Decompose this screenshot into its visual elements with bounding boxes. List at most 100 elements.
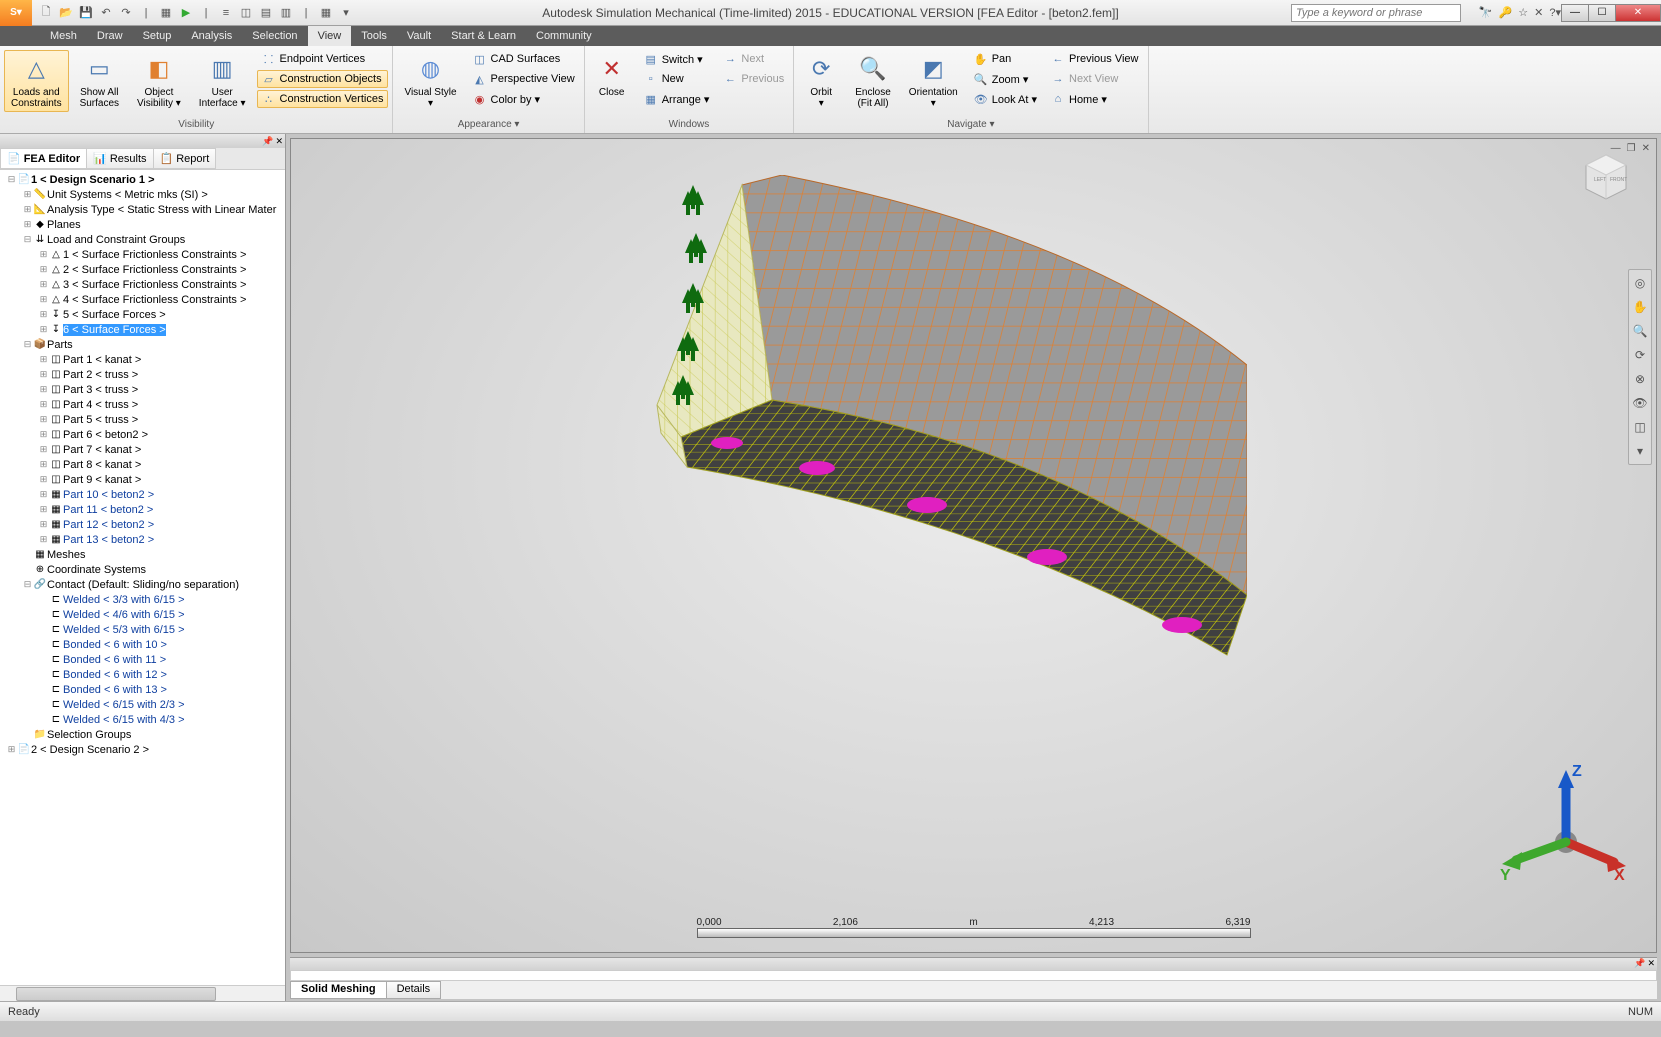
tree-row[interactable]: ⊞△4 < Surface Frictionless Constraints > [2, 292, 283, 307]
tree-row[interactable]: ⊞📄2 < Design Scenario 2 > [2, 742, 283, 757]
nav-zoom-icon[interactable]: 🔍 [1631, 322, 1649, 340]
axis-triad[interactable]: Z X Y [1496, 762, 1626, 892]
qat-redo-icon[interactable]: ↷ [118, 5, 134, 21]
qat-mesh-icon[interactable]: ▦ [158, 5, 174, 21]
nav-look-icon[interactable]: 👁 [1631, 394, 1649, 412]
new-button[interactable]: ▫New [639, 70, 715, 88]
cad-surfaces-button[interactable]: ◫CAD Surfaces [468, 50, 580, 68]
tree-row[interactable]: ⊟⇊Load and Constraint Groups [2, 232, 283, 247]
tree-row[interactable]: ⊏Bonded < 6 with 11 > [2, 652, 283, 667]
tree-row[interactable]: ⊞↧6 < Surface Forces > [2, 322, 283, 337]
output-close-icon[interactable]: ✕ [1647, 958, 1655, 970]
expander-icon[interactable]: ⊞ [38, 279, 49, 290]
view-cube[interactable]: LEFT FRONT [1580, 151, 1632, 203]
enclose-button[interactable]: 🔍Enclose(Fit All) [848, 50, 898, 112]
tree-row[interactable]: ⊞◫Part 4 < truss > [2, 397, 283, 412]
panel-pin-icon[interactable]: 📌 [262, 136, 273, 147]
tree-row[interactable]: ⊞△1 < Surface Frictionless Constraints > [2, 247, 283, 262]
tree-row[interactable]: ⊏Welded < 3/3 with 6/15 > [2, 592, 283, 607]
menu-selection[interactable]: Selection [242, 26, 307, 46]
zoom-button[interactable]: 🔍Zoom ▾ [969, 70, 1042, 88]
tree-row[interactable]: ⊞◆Planes [2, 217, 283, 232]
expander-icon[interactable]: ⊟ [6, 174, 17, 185]
user-interface-button[interactable]: ▥UserInterface ▾ [192, 50, 253, 112]
expander-icon[interactable]: ⊟ [22, 339, 33, 350]
expander-icon[interactable]: ⊞ [38, 324, 49, 335]
tree-row[interactable]: ⊟📦Parts [2, 337, 283, 352]
menu-start-learn[interactable]: Start & Learn [441, 26, 526, 46]
expander-icon[interactable]: ⊞ [38, 309, 49, 320]
expander-icon[interactable]: ⊞ [38, 399, 49, 410]
tree-row[interactable]: ⊏Bonded < 6 with 10 > [2, 637, 283, 652]
menu-view[interactable]: View [308, 26, 352, 46]
output-pin-icon[interactable]: 📌 [1634, 958, 1645, 970]
tree-row[interactable]: ⊞◫Part 6 < beton2 > [2, 427, 283, 442]
tree-row[interactable]: ⊞◫Part 3 < truss > [2, 382, 283, 397]
expander-icon[interactable]: ⊞ [38, 429, 49, 440]
close-help-icon[interactable]: ✕ [1534, 6, 1543, 19]
model-tree[interactable]: ⊟📄1 < Design Scenario 1 >⊞📏Unit Systems … [0, 170, 285, 985]
previous-view-button[interactable]: ←Previous View [1046, 50, 1144, 68]
expander-icon[interactable]: ⊞ [38, 489, 49, 500]
tree-row[interactable]: ⊏Welded < 5/3 with 6/15 > [2, 622, 283, 637]
menu-community[interactable]: Community [526, 26, 602, 46]
panel-close-icon[interactable]: ✕ [275, 136, 283, 147]
qat-tile-icon[interactable]: ▦ [318, 5, 334, 21]
key-icon[interactable]: 🔑 [1499, 6, 1513, 19]
qat-view3-icon[interactable]: ▥ [278, 5, 294, 21]
expander-icon[interactable]: ⊞ [38, 294, 49, 305]
output-tab-solid-meshing[interactable]: Solid Meshing [290, 981, 387, 999]
qat-open-icon[interactable]: 📂 [58, 5, 74, 21]
expander-icon[interactable]: ⊟ [22, 579, 33, 590]
tree-row[interactable]: ▦Meshes [2, 547, 283, 562]
expander-icon[interactable]: ⊞ [38, 474, 49, 485]
orientation-button[interactable]: ◩Orientation▾ [902, 50, 965, 112]
tree-hscroll[interactable] [0, 985, 285, 1001]
tree-row[interactable]: ⊞△2 < Surface Frictionless Constraints > [2, 262, 283, 277]
tree-row[interactable]: ⊕Coordinate Systems [2, 562, 283, 577]
panel-tab-report[interactable]: 📋Report [153, 148, 217, 169]
tree-row[interactable]: ⊞📐Analysis Type < Static Stress with Lin… [2, 202, 283, 217]
expander-icon[interactable]: ⊞ [22, 189, 33, 200]
tree-row[interactable]: ⊞▦Part 11 < beton2 > [2, 502, 283, 517]
object-visibility-button[interactable]: ◧ObjectVisibility ▾ [130, 50, 188, 112]
search-input[interactable] [1291, 4, 1461, 22]
tree-row[interactable]: 📁Selection Groups [2, 727, 283, 742]
color-by-button[interactable]: ◉Color by ▾ [468, 90, 580, 108]
qat-undo-icon[interactable]: ↶ [98, 5, 114, 21]
nav-orbit-icon[interactable]: ⟳ [1631, 346, 1649, 364]
tree-row[interactable]: ⊏Bonded < 6 with 12 > [2, 667, 283, 682]
perspective-view-button[interactable]: ◭Perspective View [468, 70, 580, 88]
tree-row[interactable]: ⊞◫Part 2 < truss > [2, 367, 283, 382]
switch-button[interactable]: ▤Switch ▾ [639, 50, 715, 68]
close-button[interactable]: ✕ [1615, 4, 1661, 22]
maximize-button[interactable]: ☐ [1588, 4, 1616, 22]
tree-row[interactable]: ⊞◫Part 1 < kanat > [2, 352, 283, 367]
tree-row[interactable]: ⊏Welded < 6/15 with 2/3 > [2, 697, 283, 712]
expander-icon[interactable]: ⊞ [38, 504, 49, 515]
menu-vault[interactable]: Vault [397, 26, 441, 46]
star-icon[interactable]: ☆ [1518, 6, 1528, 19]
qat-run-icon[interactable]: ▶ [178, 5, 194, 21]
nav-more-icon[interactable]: ▾ [1631, 442, 1649, 460]
menu-draw[interactable]: Draw [87, 26, 133, 46]
expander-icon[interactable]: ⊞ [6, 744, 17, 755]
expander-icon[interactable]: ⊞ [38, 264, 49, 275]
nav-fit-icon[interactable]: ⊗ [1631, 370, 1649, 388]
tree-row[interactable]: ⊞📏Unit Systems < Metric mks (SI) > [2, 187, 283, 202]
loads-constraints-button[interactable]: △Loads andConstraints [4, 50, 69, 112]
expander-icon[interactable]: ⊞ [38, 444, 49, 455]
viewport-3d[interactable]: — ❐ ✕ [290, 138, 1657, 953]
help-icon[interactable]: ?▾ [1549, 6, 1561, 19]
nav-section-icon[interactable]: ◫ [1631, 418, 1649, 436]
tree-row[interactable]: ⊟📄1 < Design Scenario 1 > [2, 172, 283, 187]
expander-icon[interactable]: ⊞ [38, 249, 49, 260]
tree-row[interactable]: ⊞△3 < Surface Frictionless Constraints > [2, 277, 283, 292]
expander-icon[interactable]: ⊞ [38, 414, 49, 425]
expander-icon[interactable]: ⊞ [38, 459, 49, 470]
expander-icon[interactable]: ⊞ [38, 534, 49, 545]
expander-icon[interactable]: ⊞ [22, 219, 33, 230]
app-menu-button[interactable]: S▾ [0, 0, 32, 26]
binoculars-icon[interactable]: 🔭 [1479, 6, 1493, 19]
qat-save-icon[interactable]: 💾 [78, 5, 94, 21]
